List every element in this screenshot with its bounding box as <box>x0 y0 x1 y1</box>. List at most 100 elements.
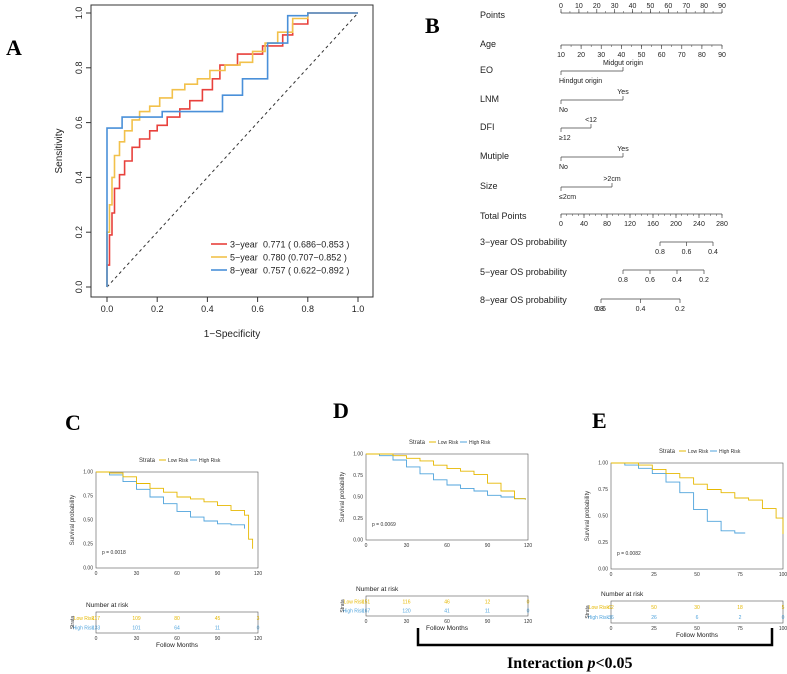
km-risk-value: 18 <box>737 605 743 611</box>
km-x-tick-label: 120 <box>254 571 263 577</box>
km-y-tick-label: 0.50 <box>353 495 363 501</box>
nomogram-tick-label: 70 <box>682 3 690 10</box>
km-risk-value: 62 <box>608 605 614 611</box>
km-y-tick-label: 1.00 <box>83 470 93 476</box>
nomogram-tick-label: 70 <box>678 52 686 59</box>
km-y-tick-label: 0.25 <box>598 540 608 546</box>
roc-y-tick-label: 0.8 <box>74 62 84 75</box>
nomogram-level-label: ≥12 <box>559 135 571 142</box>
nomogram-row-label: LNM <box>480 94 499 104</box>
km-x-tick-label: 90 <box>215 571 221 577</box>
km-x-tick-label: 60 <box>174 571 180 577</box>
km-risk-row-label: Low Risk <box>589 605 610 611</box>
nomogram-level-label: >2cm <box>603 176 620 183</box>
km-risk-x-tick-label: 30 <box>134 636 140 642</box>
km-risk-frame <box>365 595 529 617</box>
nomogram-row-label: 5−year OS probability <box>480 267 567 277</box>
roc-diagonal <box>106 12 359 288</box>
km-curve-low-risk <box>366 453 526 500</box>
km-y-tick-label: 0.00 <box>83 566 93 572</box>
km-legend-high: High Risk <box>719 449 741 455</box>
km-y-tick-label: 0.00 <box>598 567 608 573</box>
nomogram-tick-label: 240 <box>693 221 705 228</box>
km-x-tick-label: 60 <box>444 543 450 549</box>
roc-legend-auc: 0.757 ( 0.622−0.892 ) <box>263 266 349 276</box>
km-x-tick-label: 120 <box>524 543 533 549</box>
km-y-tick-label: 1.00 <box>353 452 363 458</box>
roc-y-axis-label: Sensitivity <box>54 128 65 173</box>
roc-legend-auc: 0.771 ( 0.686−0.853 ) <box>263 240 349 250</box>
km-chart-d: Strata Low Risk High Risk1.000.750.500.250… <box>340 440 532 632</box>
km-y-axis-label: Survival probability <box>70 495 76 545</box>
nomogram-tick-label: 80 <box>603 221 611 228</box>
km-risk-value: 101 <box>132 625 141 631</box>
km-x-tick-label: 0 <box>610 572 613 578</box>
nomogram-tick-label: 0.6 <box>645 277 655 284</box>
km-x-tick-label: 30 <box>134 571 140 577</box>
km-x-tick-label: 30 <box>404 543 410 549</box>
nomogram-tick-label: 0.4 <box>708 249 718 256</box>
roc-legend-label: 5−year <box>230 253 258 263</box>
nomogram-tick-label: 50 <box>638 52 646 59</box>
km-frame <box>610 462 784 570</box>
km-legend-low: Low Risk <box>688 449 709 455</box>
km-x-tick-label: 25 <box>651 572 657 578</box>
km-risk-value: 133 <box>92 625 101 631</box>
km-pvalue: p = 0.0082 <box>617 551 641 557</box>
km-risk-x-tick-label: 120 <box>524 619 533 625</box>
km-y-tick-label: 0.75 <box>598 487 608 493</box>
km-y-tick-label: 0.25 <box>353 516 363 522</box>
roc-x-tick-label: 1.0 <box>352 304 365 314</box>
km-frame <box>95 471 259 569</box>
km-curve-high-risk <box>96 471 245 529</box>
km-curve-low-risk <box>611 462 784 534</box>
km-risk-value: 50 <box>651 605 657 611</box>
km-risk-x-tick-label: 120 <box>254 636 263 642</box>
nomogram-level-label: Midgut origin <box>603 60 643 67</box>
roc-y-tick-label: 0.4 <box>74 171 84 184</box>
nomogram-tick-label: 80 <box>700 3 708 10</box>
nomogram-tick-label: 200 <box>670 221 682 228</box>
nomogram-tick-label: 0.2 <box>675 306 685 313</box>
nomogram-tick-label: 60 <box>664 3 672 10</box>
nomogram-level-label: No <box>559 107 568 114</box>
nomogram-level-label: Yes <box>617 146 629 153</box>
km-risk-x-tick-label: 100 <box>779 626 787 632</box>
nomogram-tick-label: 50 <box>647 3 655 10</box>
km-risk-value: 45 <box>215 616 221 622</box>
km-x-tick-label: 100 <box>779 572 787 578</box>
nomogram-tick-label: 10 <box>575 3 583 10</box>
panel-label-a: A <box>6 35 22 60</box>
panel-label-e: E <box>592 408 607 433</box>
km-risk-value: 41 <box>444 609 450 615</box>
km-risk-value: 117 <box>92 616 100 622</box>
nomogram-tick-label: 0.8 <box>618 277 628 284</box>
km-y-tick-label: 0.25 <box>83 542 93 548</box>
km-risk-value: 2 <box>739 615 742 621</box>
km-risk-value: 0 <box>527 609 530 615</box>
km-risk-title: Number at risk <box>86 602 129 609</box>
km-pvalue: p = 0.0069 <box>372 522 396 528</box>
nomogram-row-label: Age <box>480 39 496 49</box>
km-risk-x-tick-label: 25 <box>651 626 657 632</box>
roc-x-tick-label: 0.2 <box>151 304 164 314</box>
nomogram-row-label: EO <box>480 65 493 75</box>
km-risk-x-tick-label: 60 <box>444 619 450 625</box>
nomogram-tick-label: 90 <box>718 3 726 10</box>
km-legend-high: High Risk <box>199 458 221 464</box>
km-y-tick-label: 0.50 <box>83 518 93 524</box>
km-y-tick-label: 0.50 <box>598 514 608 520</box>
nomogram-tick-label: 40 <box>580 221 588 228</box>
km-x-axis-label: Follow Months <box>426 625 469 632</box>
km-legend-title: Strata <box>139 458 156 464</box>
nomogram-tick-label: 0.8 <box>655 249 665 256</box>
km-risk-row-label: High Risk <box>73 625 95 631</box>
nomogram-row-label: 3−year OS probability <box>480 237 567 247</box>
km-risk-title: Number at risk <box>356 586 399 593</box>
nomogram-tick-label: 60 <box>658 52 666 59</box>
km-risk-value: 116 <box>403 600 411 606</box>
km-risk-x-tick-label: 0 <box>365 619 368 625</box>
km-risk-x-tick-label: 50 <box>694 626 700 632</box>
roc-y-tick-label: 0.0 <box>74 281 84 294</box>
